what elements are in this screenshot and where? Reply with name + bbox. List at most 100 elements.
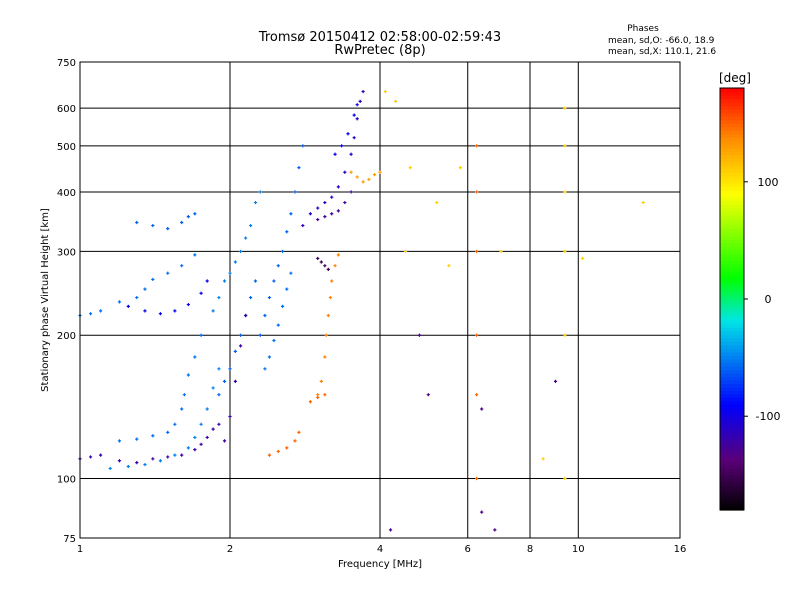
- data-point: [233, 260, 237, 264]
- colorbar-band: [720, 235, 744, 240]
- data-point: [336, 209, 340, 213]
- data-point: [182, 393, 186, 397]
- colorbar-band: [720, 369, 744, 374]
- data-point: [193, 253, 197, 257]
- colorbar-band: [720, 355, 744, 360]
- plot-frame: [79, 61, 681, 539]
- colorbar-band: [720, 165, 744, 170]
- colorbar-band: [720, 323, 744, 328]
- colorbar-band: [720, 123, 744, 128]
- data-point: [355, 103, 359, 107]
- data-point: [253, 200, 258, 205]
- data-point: [333, 152, 337, 156]
- stats-o-line: mean, sd,O: -66.0, 18.9: [608, 36, 715, 46]
- data-point: [297, 430, 301, 434]
- data-point: [336, 253, 340, 257]
- data-point: [372, 173, 377, 177]
- data-point: [349, 152, 353, 156]
- colorbar-band: [720, 140, 744, 145]
- colorbar-band: [720, 446, 744, 451]
- data-point: [199, 333, 203, 337]
- colorbar-band: [720, 232, 744, 237]
- colorbar-band: [720, 284, 744, 290]
- data-point: [343, 200, 347, 205]
- colorbar-band: [720, 471, 744, 476]
- colorbar-band: [720, 133, 744, 138]
- colorbar-band: [720, 320, 744, 325]
- stats-heading: Phases: [627, 24, 659, 34]
- data-point: [228, 367, 232, 371]
- data-point: [474, 476, 479, 481]
- colorbar-band: [720, 337, 744, 342]
- data-point: [447, 264, 451, 268]
- data-point: [563, 144, 567, 148]
- data-point: [563, 333, 567, 337]
- data-point: [117, 300, 122, 304]
- colorbar-band: [720, 172, 744, 177]
- data-point: [319, 379, 323, 383]
- data-point: [285, 230, 289, 234]
- data-point: [361, 89, 365, 94]
- colorbar-band: [720, 189, 744, 195]
- data-point: [349, 190, 353, 194]
- data-point: [151, 277, 155, 282]
- data-point: [563, 190, 567, 194]
- x-tick-label: 16: [674, 544, 687, 555]
- data-point: [352, 113, 356, 117]
- data-point: [316, 256, 320, 261]
- colorbar-band: [720, 415, 744, 420]
- data-point: [346, 132, 350, 136]
- data-point: [180, 220, 184, 225]
- colorbar-band: [720, 112, 744, 117]
- colorbar-band: [720, 443, 744, 448]
- colorbar-band: [720, 425, 744, 430]
- data-point: [143, 287, 147, 291]
- data-point: [316, 395, 320, 400]
- data-point: [355, 175, 359, 179]
- data-point: [326, 313, 330, 318]
- data-point: [217, 393, 221, 397]
- x-axis-label: Frequency [MHz]: [338, 559, 422, 570]
- colorbar-band: [720, 218, 744, 223]
- data-point: [417, 333, 422, 337]
- data-point: [333, 264, 337, 268]
- colorbar-band: [720, 256, 744, 261]
- data-point: [474, 190, 479, 194]
- data-point: [276, 264, 280, 268]
- colorbar-band: [720, 393, 744, 399]
- data-point: [458, 166, 463, 170]
- data-point: [580, 256, 585, 261]
- colorbar-band: [720, 492, 744, 497]
- colorbar-band: [720, 436, 744, 441]
- colorbar-band: [720, 200, 744, 205]
- colorbar-band: [720, 383, 744, 388]
- colorbar-band: [720, 242, 744, 247]
- colorbar-band: [720, 306, 744, 311]
- data-point: [238, 249, 243, 254]
- data-point: [173, 309, 177, 313]
- data-point: [394, 99, 398, 103]
- colorbar-band: [720, 186, 744, 191]
- data-point: [217, 295, 221, 300]
- data-point: [355, 117, 359, 121]
- data-point: [474, 393, 479, 397]
- colorbar-band: [720, 260, 744, 265]
- data-point: [193, 212, 197, 216]
- data-point: [326, 267, 330, 272]
- data-point: [233, 349, 237, 353]
- data-point: [173, 453, 177, 457]
- colorbar-band: [720, 288, 744, 293]
- data-point: [474, 333, 479, 337]
- colorbar-band: [720, 158, 744, 163]
- data-point: [328, 295, 332, 300]
- colorbar-band: [720, 316, 744, 321]
- data-point: [217, 422, 221, 426]
- data-point: [151, 434, 155, 438]
- data-point: [563, 249, 567, 254]
- data-point: [378, 170, 382, 174]
- data-point: [199, 442, 203, 446]
- colorbar-band: [720, 362, 744, 367]
- data-point: [166, 271, 170, 275]
- y-tick-label: 750: [57, 58, 76, 69]
